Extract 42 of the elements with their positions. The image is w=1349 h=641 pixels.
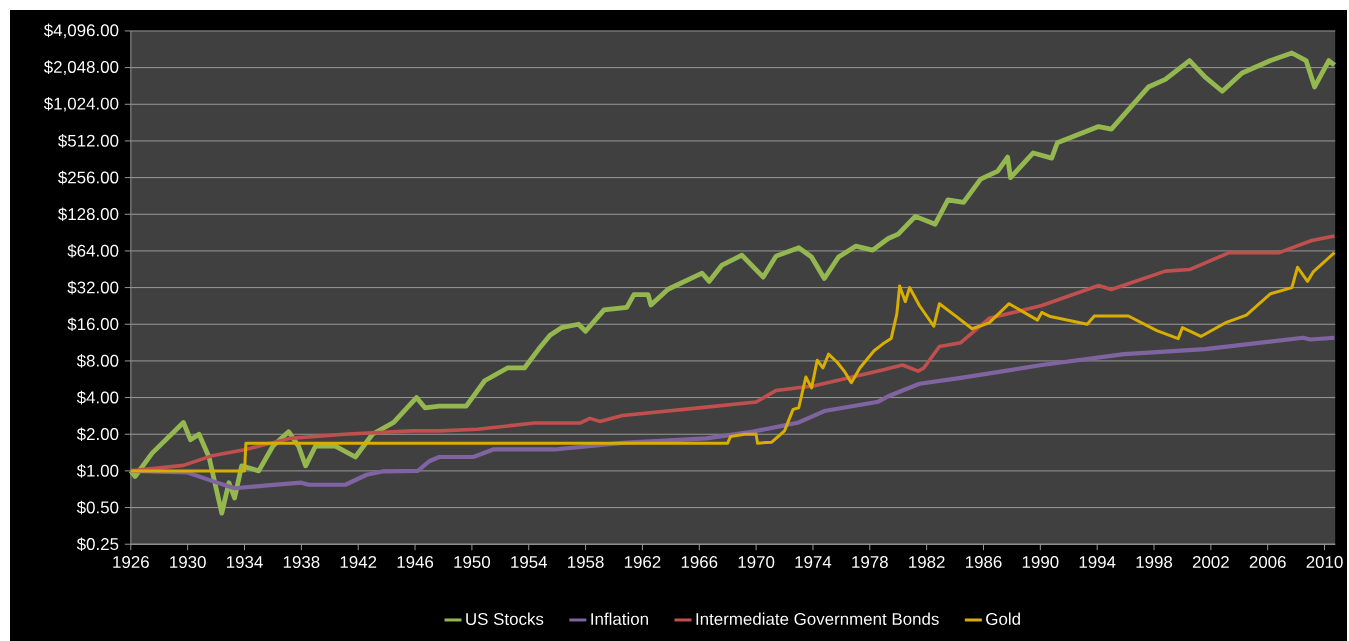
- x-tick-label: 1970: [738, 556, 775, 568]
- y-tick-label: $512.00: [58, 134, 119, 148]
- x-tick-label: 1958: [568, 556, 604, 568]
- y-tick-label: $32.00: [67, 280, 119, 295]
- y-tick-label: $16.00: [67, 317, 119, 332]
- x-tick-label: 1938: [283, 556, 320, 568]
- y-tick-label: $2,048.00: [43, 60, 119, 75]
- x-tick-label: 1946: [397, 556, 434, 568]
- y-tick-label: $8.00: [76, 354, 119, 368]
- line-series: [128, 50, 1337, 516]
- x-tick-label: 1966: [681, 556, 718, 568]
- x-tick-label: 1962: [624, 556, 661, 568]
- x-tick-label: 1982: [909, 556, 945, 568]
- x-tick-label: 1942: [340, 556, 377, 568]
- y-tick-label: $2.00: [76, 427, 119, 442]
- y-tick-label: $0.25: [76, 537, 119, 552]
- x-tick-label: 1994: [1079, 556, 1116, 568]
- y-tick-label: $4,096.00: [43, 23, 119, 39]
- x-tick-label: 1998: [1136, 556, 1173, 568]
- legend-label: US Stocks: [466, 612, 544, 625]
- legend-label: Intermediate Government Bonds: [696, 612, 939, 625]
- y-tick-label: $1,024.00: [43, 96, 119, 112]
- x-tick-label: 1974: [795, 556, 832, 568]
- y-tick-label: $256.00: [58, 170, 119, 185]
- x-tick-label: 1990: [1022, 556, 1059, 568]
- x-tick-label: 1930: [170, 556, 206, 568]
- y-tick-label: $0.50: [76, 500, 119, 515]
- x-tick-label: 2006: [1249, 556, 1286, 568]
- y-tick-label: $64.00: [67, 244, 119, 258]
- x-tick-label: 1954: [511, 556, 548, 568]
- x-tick-label: 1926: [113, 556, 149, 568]
- legend-label: Gold: [986, 612, 1020, 625]
- y-tick-label: $1.00: [76, 464, 119, 478]
- x-tick-label: 1986: [965, 556, 1002, 568]
- y-tick-label: $4.00: [76, 390, 119, 405]
- x-tick-label: 2002: [1192, 556, 1229, 568]
- x-tick-label: 2010: [1306, 556, 1343, 568]
- x-tick-label: 1978: [852, 556, 888, 568]
- x-tick-label: 1950: [454, 556, 491, 568]
- legend-label: Inflation: [591, 612, 648, 625]
- y-tick-label: $128.00: [58, 207, 119, 222]
- x-tick-label: 1934: [227, 556, 263, 568]
